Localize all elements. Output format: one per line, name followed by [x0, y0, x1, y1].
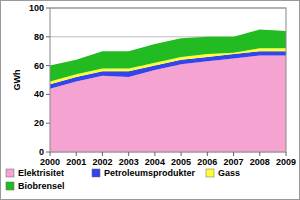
x-tick-label: 2004 — [145, 157, 165, 167]
tick — [181, 152, 182, 156]
legend-label: Petroleumsprodukter — [104, 168, 196, 178]
x-tick-label: 2002 — [92, 157, 112, 167]
tick — [46, 36, 50, 37]
plot-area — [50, 30, 286, 152]
tick — [286, 152, 287, 156]
tick — [207, 152, 208, 156]
tick — [46, 94, 50, 95]
x-tick-label: 2007 — [224, 157, 244, 167]
legend-label: Gass — [218, 168, 240, 178]
y-axis-label: GWh — [12, 70, 22, 91]
x-tick-label: 2006 — [197, 157, 217, 167]
x-tick-label: 2003 — [119, 157, 139, 167]
legend-swatch — [6, 169, 14, 177]
x-tick-label: 2001 — [66, 157, 86, 167]
x-tick-label: 2009 — [276, 157, 296, 167]
x-tick-label: 2005 — [171, 157, 191, 167]
tick — [128, 152, 129, 156]
tick — [154, 152, 155, 156]
tick — [76, 152, 77, 156]
y-tick-label: 100 — [29, 3, 44, 13]
y-tick-label: 20 — [34, 118, 44, 128]
x-tick-label: 2000 — [40, 157, 60, 167]
y-tick-label: 80 — [34, 32, 44, 42]
frame — [1, 1, 300, 200]
legend-swatch — [206, 169, 214, 177]
chart: 0 20 40 60 80 100 2000 2001 2002 2003 2004 2005 2006… — [0, 0, 300, 200]
tick — [46, 152, 50, 153]
legend-swatch — [92, 169, 100, 177]
tick — [233, 152, 234, 156]
tick — [46, 123, 50, 124]
tick — [50, 152, 51, 156]
legend-label: Elektrisitet — [18, 168, 64, 178]
tick — [46, 8, 50, 9]
area — [50, 30, 286, 82]
y-tick-label: 40 — [34, 89, 44, 99]
tick — [102, 152, 103, 156]
y-tick-label: 0 — [39, 147, 44, 157]
legend-swatch — [6, 182, 14, 190]
tick — [46, 65, 50, 66]
y-tick-label: 60 — [34, 61, 44, 71]
legend-label: Biobrensel — [18, 181, 65, 191]
tick — [259, 152, 260, 156]
plot-frame — [50, 8, 286, 152]
x-tick-label: 2008 — [250, 157, 270, 167]
